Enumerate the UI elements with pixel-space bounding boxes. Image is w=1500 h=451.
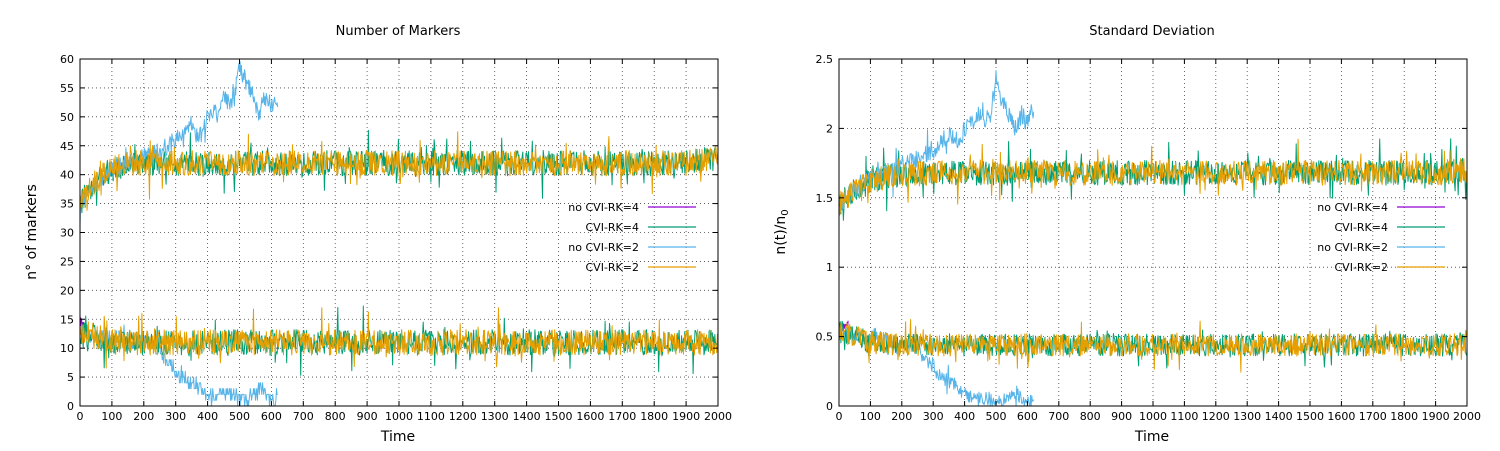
- y-tick-label: 25: [60, 255, 74, 268]
- x-tick-label: 700: [1048, 410, 1069, 423]
- y-tick-label: 15: [60, 313, 74, 326]
- legend-label: no CVI-RK=4: [1317, 201, 1388, 214]
- x-tick-label: 1800: [1390, 410, 1418, 423]
- series-line: [838, 319, 1468, 373]
- x-tick-label: 600: [261, 410, 282, 423]
- chart-number-of-markers: Number of Markers Time n° of markers 0 10…: [24, 24, 732, 445]
- x-tick-label: 2000: [1453, 410, 1481, 423]
- plot-area: 0 100 200 300 400 500 600 700 800 900 1000 1100 1200…: [60, 53, 732, 423]
- x-tick-label: 300: [165, 410, 186, 423]
- x-tick-label: 500: [229, 410, 250, 423]
- x-axis-label: Time: [380, 429, 415, 445]
- x-tick-label: 100: [860, 410, 881, 423]
- x-tick-label: 1200: [449, 410, 477, 423]
- x-tick-label: 1500: [545, 410, 573, 423]
- legend-label: CVI-RK=2: [1335, 261, 1389, 274]
- series-line: [79, 131, 719, 211]
- x-tick-label: 1900: [672, 410, 700, 423]
- x-tick-label: 400: [954, 410, 975, 423]
- y-tick-label: 50: [60, 111, 74, 124]
- y-tick-label: 30: [60, 227, 74, 240]
- x-tick-label: 1700: [608, 410, 636, 423]
- series-line: [79, 307, 719, 369]
- x-tick-label: 1100: [417, 410, 445, 423]
- x-tick-label: 1600: [1327, 410, 1355, 423]
- x-tick-label: 900: [357, 410, 378, 423]
- x-tick-label: 1900: [1422, 410, 1450, 423]
- y-tick-label: 1.5: [816, 192, 834, 205]
- x-tick-label: 1400: [1265, 410, 1293, 423]
- x-tick-label: 1600: [576, 410, 604, 423]
- y-tick-label: 45: [60, 140, 74, 153]
- y-tick-label: 35: [60, 198, 74, 211]
- y-axis-label: n° of markers: [24, 184, 40, 280]
- x-tick-label: 400: [197, 410, 218, 423]
- x-tick-label: 1700: [1359, 410, 1387, 423]
- x-tick-label: 1300: [481, 410, 509, 423]
- y-tick-label: 2: [826, 122, 833, 135]
- legend-label: CVI-RK=2: [586, 261, 640, 274]
- x-tick-label: 2000: [704, 410, 732, 423]
- y-tick-label: 55: [60, 82, 74, 95]
- x-tick-label: 900: [1111, 410, 1132, 423]
- x-tick-label: 1000: [385, 410, 413, 423]
- legend: no CVI-RK=4 CVI-RK=4 no CVI-RK=2 CVI-RK=2: [568, 201, 696, 274]
- y-tick-label: 0.5: [816, 331, 834, 344]
- y-tick-label: 20: [60, 284, 74, 297]
- y-tick-label: 1: [826, 261, 833, 274]
- x-tick-label: 100: [101, 410, 122, 423]
- x-tick-label: 1500: [1296, 410, 1324, 423]
- x-tick-label: 200: [891, 410, 912, 423]
- x-tick-label: 800: [325, 410, 346, 423]
- chart-standard-deviation: Standard Deviation Time n(t)/n0 0 100 200 3…: [773, 24, 1481, 445]
- legend-label: CVI-RK=4: [586, 221, 640, 234]
- x-tick-label: 500: [986, 410, 1007, 423]
- y-axis-label: n(t)/n0: [773, 209, 791, 254]
- y-tick-label: 0: [826, 400, 833, 413]
- x-tick-label: 600: [1017, 410, 1038, 423]
- x-tick-label: 700: [293, 410, 314, 423]
- x-tick-label: 300: [923, 410, 944, 423]
- y-tick-label: 2.5: [816, 53, 834, 66]
- chart-title: Number of Markers: [336, 24, 461, 39]
- legend: no CVI-RK=4 CVI-RK=4 no CVI-RK=2 CVI-RK=2: [1317, 201, 1445, 274]
- x-tick-label: 1800: [640, 410, 668, 423]
- x-tick-label: 1300: [1233, 410, 1261, 423]
- chart-title: Standard Deviation: [1089, 24, 1214, 39]
- x-tick-label: 1200: [1202, 410, 1230, 423]
- x-tick-label: 0: [77, 410, 84, 423]
- y-tick-label: 0: [67, 400, 74, 413]
- plot-area: 0 100 200 300 400 500 600 700 800 900 1000 1100 1200…: [816, 53, 1482, 423]
- legend-label: no CVI-RK=4: [568, 201, 639, 214]
- y-tick-label: 60: [60, 53, 74, 66]
- legend-label: no CVI-RK=2: [568, 241, 639, 254]
- x-axis-label: Time: [1134, 429, 1169, 445]
- series-line: [838, 138, 1468, 216]
- x-tick-label: 1100: [1170, 410, 1198, 423]
- legend-label: CVI-RK=4: [1335, 221, 1389, 234]
- x-tick-label: 0: [836, 410, 843, 423]
- y-tick-label: 40: [60, 169, 74, 182]
- y-tick-label: 10: [60, 342, 74, 355]
- legend-label: no CVI-RK=2: [1317, 241, 1388, 254]
- x-tick-label: 1400: [513, 410, 541, 423]
- x-tick-label: 800: [1080, 410, 1101, 423]
- x-tick-label: 1000: [1139, 410, 1167, 423]
- y-tick-label: 5: [67, 371, 74, 384]
- x-tick-label: 200: [133, 410, 154, 423]
